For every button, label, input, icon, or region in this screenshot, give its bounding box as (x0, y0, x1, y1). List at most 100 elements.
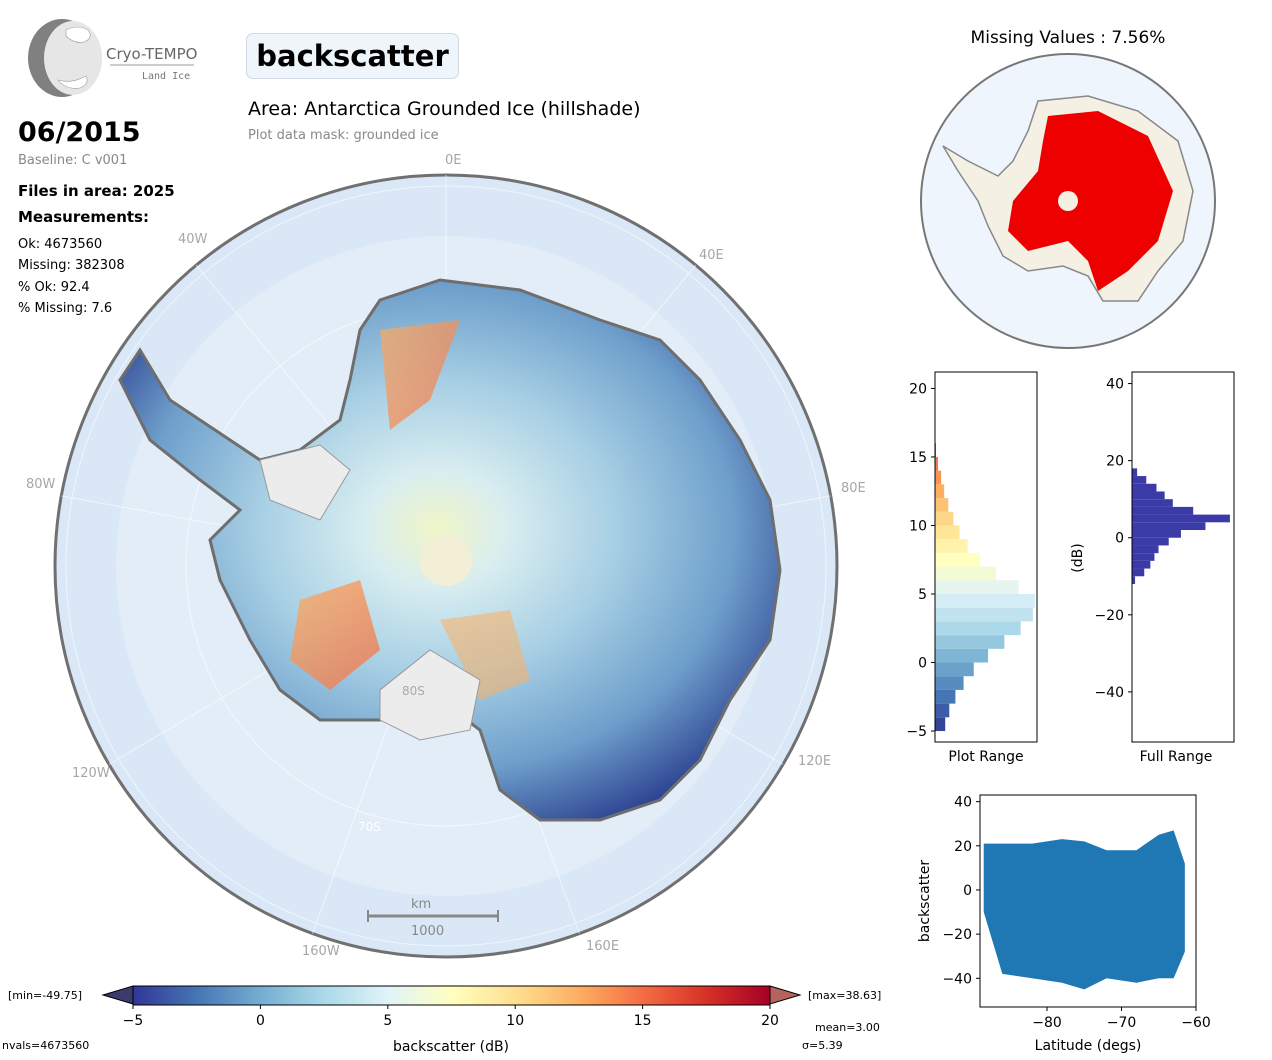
scatter-ytick-label: 0 (963, 883, 972, 899)
cryo-tempo-logo: Cryo-TEMPO Land Ice (28, 19, 197, 97)
area-title: Area: Antarctica Grounded Ice (hillshade… (248, 98, 641, 120)
hist-plot-range-bar (935, 717, 946, 732)
lon-label-40e: 40E (699, 248, 724, 263)
hist-plot-range-ytick-label: 15 (909, 450, 927, 466)
hist-full-range-bar (1132, 568, 1145, 577)
hist-full-range-bar (1132, 491, 1165, 500)
hist-plot-range-bar (935, 511, 954, 526)
lon-label-0e: 0E (445, 153, 462, 168)
hist-full-range-bar (1132, 530, 1181, 538)
hist-full-range-ytick-label: 20 (1106, 454, 1124, 470)
hist-full-range-bar (1132, 506, 1194, 515)
hist-plot-range-bar (935, 676, 964, 690)
pole-hole (420, 534, 472, 586)
main-map: 0E 40W 40E 80W 80E 120W 120E 160W 160E 8… (26, 153, 866, 959)
scatter-xlabel: Latitude (degs) (1035, 1038, 1142, 1054)
stat-pct-missing: % Missing: 7.6 (18, 301, 113, 316)
colorbar-max-arrow (769, 985, 802, 1005)
scalebar-unit: km (411, 897, 431, 912)
scalebar-value: 1000 (411, 924, 444, 939)
scatter-xtick-label: −80 (1032, 1015, 1062, 1031)
colorbar-tick-label: 20 (761, 1013, 779, 1029)
colorbar-min-label: [min=-49.75] (8, 989, 82, 1002)
hist-full-range-ylabel: (dB) (1070, 543, 1086, 572)
nvals-label: nvals=4673560 (2, 1039, 89, 1052)
hist-plot-range-bar (935, 607, 1033, 622)
lon-label-160w: 160W (302, 944, 340, 959)
hist-plot-range-bar (935, 566, 997, 581)
logo-subtitle: Land Ice (142, 71, 190, 82)
hist-plot-range-bar (935, 703, 950, 718)
hist-full-range-ytick-label: −20 (1094, 608, 1124, 624)
hist-plot-range-bar (935, 498, 949, 512)
stat-ok: Ok: 4673560 (18, 237, 103, 252)
hist-full-range-bar (1132, 499, 1173, 507)
hist-plot-range-ytick-label: 20 (909, 381, 927, 397)
hist-full-range-bar (1132, 483, 1157, 492)
lat-label-80s: 80S (402, 684, 425, 698)
hist-plot-range-bar (935, 539, 968, 553)
hist-full-range-bar (1132, 468, 1138, 477)
lon-label-120w: 120W (72, 766, 110, 781)
colorbar-tick-label: 5 (383, 1013, 392, 1029)
hist-full-range-bar (1132, 522, 1206, 531)
hist-plot-range-ytick-label: 5 (918, 587, 927, 603)
files-in-area: Files in area: 2025 (18, 182, 175, 200)
ross-ice-shelf (379, 649, 481, 741)
stat-pct-ok: % Ok: 92.4 (18, 280, 90, 295)
hist-full-range-xlabel: Full Range (1140, 749, 1213, 765)
colorbar-tick-label: 0 (256, 1013, 265, 1029)
lat-label-70s: 70S (358, 820, 381, 834)
hist-plot-range: −5 0 5 10 15 20 Plot Range (906, 371, 1038, 765)
hist-full-range-ytick-label: 40 (1106, 377, 1124, 393)
colorbar-max-label: [max=38.63] (808, 989, 881, 1002)
hist-plot-range-bar (935, 621, 1021, 636)
scatter-ylabel: backscatter (917, 860, 933, 942)
colorbar-tick-label: 15 (634, 1013, 652, 1029)
scatter-ytick-label: −40 (942, 971, 972, 987)
hist-plot-range-xlabel: Plot Range (948, 749, 1023, 765)
lon-label-80e: 80E (841, 481, 866, 496)
hist-full-range-bar (1132, 560, 1151, 569)
scatter-xtick-label: −60 (1181, 1015, 1211, 1031)
colorbar: −5 0 5 10 15 20 [min=-49.75] [max=38.63] back… (2, 985, 881, 1055)
lon-label-120e: 120E (798, 754, 831, 769)
hist-full-range-bar (1132, 537, 1169, 546)
scatter-ytick-label: 40 (954, 795, 972, 811)
scatter-xtick-label: −70 (1107, 1015, 1137, 1031)
hist-plot-range-bar (935, 648, 989, 663)
hist-plot-range-ytick-label: 10 (909, 518, 927, 534)
scatter-ytick-label: −20 (942, 927, 972, 943)
colorbar-tick-label: 10 (506, 1013, 524, 1029)
hist-plot-range-bar (935, 635, 1005, 649)
missing-values-title: Missing Values : 7.56% (970, 28, 1166, 48)
sigma-label: σ=5.39 (802, 1039, 843, 1052)
hist-plot-range-bar (935, 580, 1019, 594)
hist-full-range-bar (1132, 576, 1136, 584)
hist-plot-range-ytick-label: 0 (918, 656, 927, 672)
hist-full-range: 40 20 0 −20 −40 (dB) Full Range (1070, 371, 1235, 765)
hist-plot-range-bar (935, 470, 942, 485)
hist-full-range-bar (1132, 514, 1230, 523)
hist-plot-range-bar (935, 552, 980, 567)
scatter-lat-backscatter: 40 20 0 −20 −40 −80 −70 −60 backscatter Latitu… (917, 794, 1211, 1054)
mean-label: mean=3.00 (815, 1021, 880, 1034)
baseline-label: Baseline: C v001 (18, 153, 128, 168)
colorbar-min-arrow (101, 985, 134, 1005)
lon-label-160e: 160E (586, 939, 619, 954)
hist-plot-range-bar (935, 456, 939, 471)
hist-full-range-bar (1132, 545, 1159, 554)
colorbar-gradient (132, 985, 771, 1006)
hist-plot-range-bar (935, 443, 937, 457)
hist-plot-range-bar (935, 662, 974, 677)
hist-plot-range-bar (935, 689, 956, 704)
hist-plot-range-bar (935, 594, 1035, 608)
missing-values-map (920, 53, 1216, 349)
colorbar-tick-label: −5 (123, 1013, 144, 1029)
hist-full-range-bar (1132, 476, 1147, 484)
hist-full-range-bar (1132, 553, 1155, 561)
scatter-point-cloud (983, 830, 1185, 990)
hist-full-range-ytick-label: −40 (1094, 685, 1124, 701)
hist-full-range-ytick-label: 0 (1115, 531, 1124, 547)
colorbar-label: backscatter (dB) (393, 1039, 509, 1055)
